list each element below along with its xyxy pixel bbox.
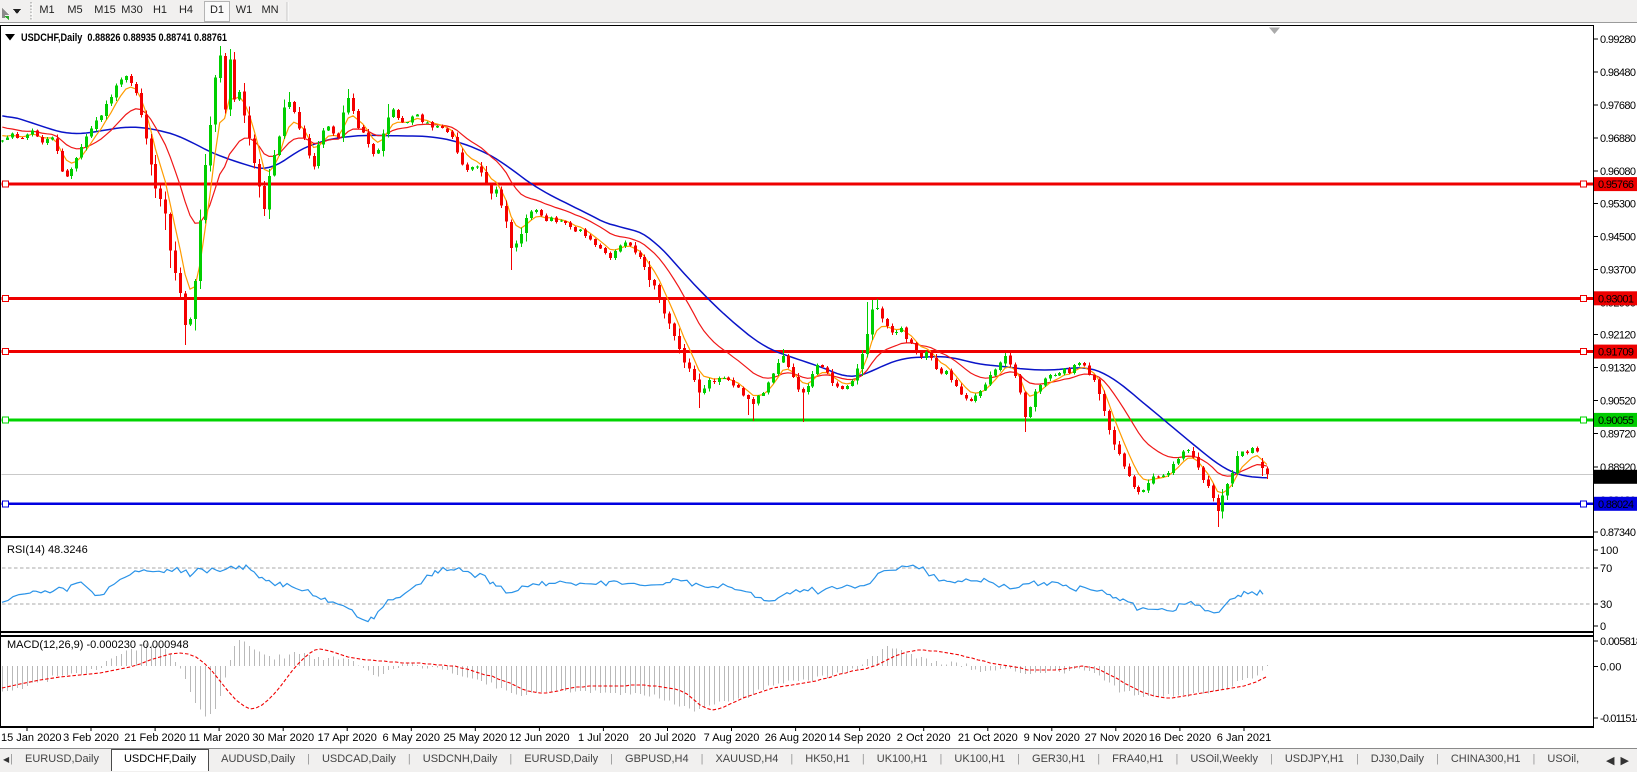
- svg-text:MACD(12,26,9) -0.000230 -0.000: MACD(12,26,9) -0.000230 -0.000948: [7, 639, 189, 651]
- svg-text:30 Mar 2020: 30 Mar 2020: [252, 732, 314, 744]
- svg-text:0.88761: 0.88761: [1598, 472, 1634, 484]
- svg-text:15 Jan 2020: 15 Jan 2020: [1, 732, 62, 744]
- svg-text:0.94500: 0.94500: [1600, 231, 1636, 243]
- svg-text:0.96080: 0.96080: [1600, 166, 1636, 178]
- svg-text:0.87340: 0.87340: [1600, 527, 1636, 539]
- svg-text:17 Apr 2020: 17 Apr 2020: [318, 732, 377, 744]
- svg-text:0.96880: 0.96880: [1600, 133, 1636, 145]
- svg-text:21 Feb 2020: 21 Feb 2020: [124, 732, 186, 744]
- svg-text:21 Oct 2020: 21 Oct 2020: [958, 732, 1018, 744]
- svg-text:USDCHF,Daily 0.88826 0.88935: USDCHF,Daily 0.88826 0.88935 0.88741 0.8…: [21, 32, 227, 44]
- svg-text:0: 0: [1600, 621, 1606, 633]
- svg-text:0.91709: 0.91709: [1598, 347, 1634, 359]
- svg-text:0.93700: 0.93700: [1600, 264, 1636, 276]
- svg-text:0.90520: 0.90520: [1600, 396, 1636, 408]
- svg-text:0.93001: 0.93001: [1598, 293, 1634, 305]
- svg-text:0.005818: 0.005818: [1600, 636, 1637, 648]
- svg-text:0.00: 0.00: [1600, 662, 1621, 674]
- svg-text:26 Aug 2020: 26 Aug 2020: [765, 732, 827, 744]
- svg-text:25 May 2020: 25 May 2020: [443, 732, 507, 744]
- svg-text:0.95300: 0.95300: [1600, 198, 1636, 210]
- svg-text:20 Jul 2020: 20 Jul 2020: [639, 732, 696, 744]
- svg-text:9 Nov 2020: 9 Nov 2020: [1024, 732, 1080, 744]
- svg-text:70: 70: [1600, 563, 1612, 575]
- svg-text:100: 100: [1600, 545, 1618, 557]
- svg-text:3 Feb 2020: 3 Feb 2020: [63, 732, 119, 744]
- svg-text:2 Oct 2020: 2 Oct 2020: [897, 732, 951, 744]
- svg-text:7 Aug 2020: 7 Aug 2020: [704, 732, 760, 744]
- svg-text:0.99280: 0.99280: [1600, 34, 1636, 46]
- svg-text:0.88024: 0.88024: [1598, 499, 1634, 511]
- svg-text:0.95766: 0.95766: [1598, 179, 1634, 191]
- svg-text:0.90055: 0.90055: [1598, 415, 1634, 427]
- svg-text:0.92120: 0.92120: [1600, 330, 1636, 342]
- svg-text:0.89720: 0.89720: [1600, 429, 1636, 441]
- svg-text:6 May 2020: 6 May 2020: [383, 732, 440, 744]
- svg-text:1 Jul 2020: 1 Jul 2020: [578, 732, 629, 744]
- svg-text:-0.011514: -0.011514: [1600, 713, 1637, 725]
- svg-text:0.97680: 0.97680: [1600, 100, 1636, 112]
- svg-text:16 Dec 2020: 16 Dec 2020: [1149, 732, 1211, 744]
- svg-text:27 Nov 2020: 27 Nov 2020: [1085, 732, 1147, 744]
- svg-text:12 Jun 2020: 12 Jun 2020: [509, 732, 570, 744]
- svg-text:0.91320: 0.91320: [1600, 363, 1636, 375]
- svg-text:11 Mar 2020: 11 Mar 2020: [189, 732, 250, 744]
- svg-text:RSI(14) 48.3246: RSI(14) 48.3246: [7, 544, 88, 556]
- svg-text:0.98480: 0.98480: [1600, 67, 1636, 79]
- svg-text:30: 30: [1600, 599, 1612, 611]
- svg-text:14 Sep 2020: 14 Sep 2020: [828, 732, 890, 744]
- svg-text:6 Jan 2021: 6 Jan 2021: [1217, 732, 1271, 744]
